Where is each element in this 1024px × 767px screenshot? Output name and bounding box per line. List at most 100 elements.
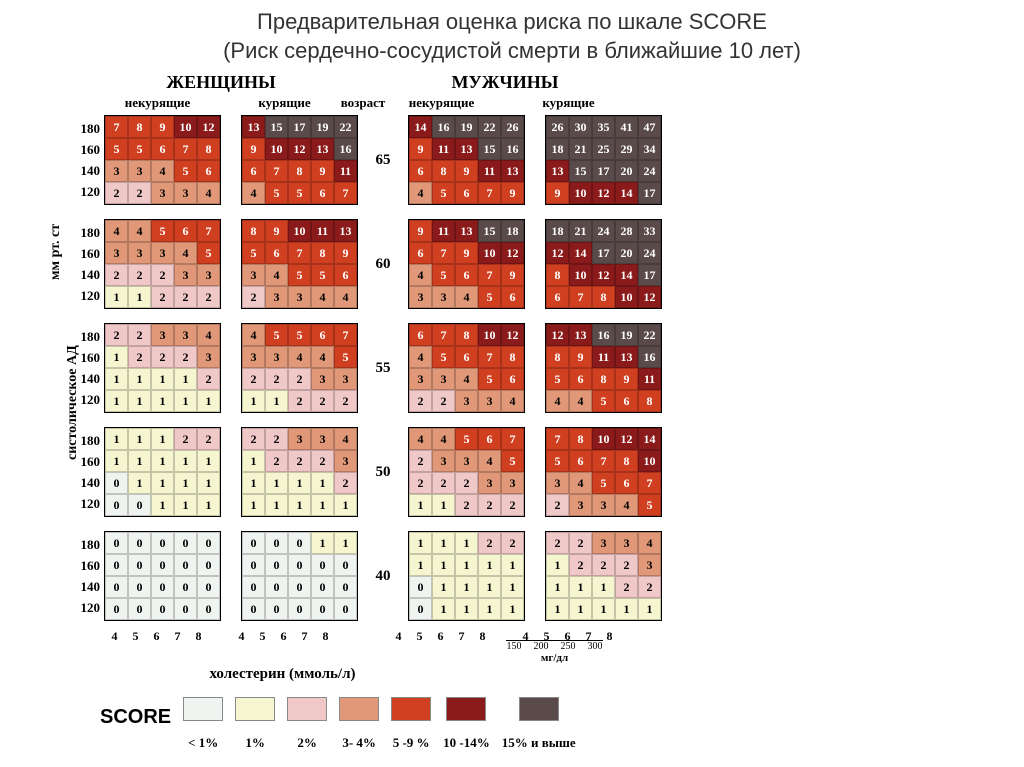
risk-cell: 1 (151, 450, 174, 472)
risk-cell: 2 (197, 368, 220, 390)
risk-cell: 1 (569, 598, 592, 620)
risk-cell: 12 (546, 324, 569, 346)
risk-cell: 2 (265, 450, 288, 472)
risk-cell: 4 (638, 532, 661, 554)
risk-cell: 1 (197, 390, 220, 412)
risk-cell: 7 (592, 450, 615, 472)
risk-cell: 13 (334, 220, 357, 242)
risk-cell: 4 (432, 428, 455, 450)
risk-cell: 11 (432, 220, 455, 242)
risk-cell: 16 (432, 116, 455, 138)
risk-block: 131517192291012131667891145567 (241, 115, 358, 205)
risk-cell: 3 (432, 286, 455, 308)
risk-cell: 1 (128, 450, 151, 472)
risk-cell: 19 (455, 116, 478, 138)
risk-cell: 5 (592, 390, 615, 412)
age-label: 50 (358, 464, 408, 481)
risk-cell: 6 (311, 324, 334, 346)
risk-block: 91113151867910124567933456 (408, 219, 525, 309)
risk-cell: 1 (174, 368, 197, 390)
risk-cell: 1 (265, 390, 288, 412)
risk-cell: 6 (501, 368, 524, 390)
risk-cell: 1 (311, 494, 334, 516)
risk-cell: 6 (615, 390, 638, 412)
risk-cell: 0 (242, 598, 265, 620)
risk-cell: 7 (288, 242, 311, 264)
risk-cell: 2 (128, 182, 151, 204)
risk-cell: 1 (242, 472, 265, 494)
risk-cell: 18 (546, 138, 569, 160)
score-chart: Предварительная оценка риска по шкале SC… (0, 0, 1024, 767)
risk-cell: 0 (288, 532, 311, 554)
risk-cell: 1 (546, 598, 569, 620)
risk-cell: 6 (546, 286, 569, 308)
risk-cell: 0 (288, 576, 311, 598)
risk-cell: 2 (288, 450, 311, 472)
risk-cell: 12 (546, 242, 569, 264)
risk-block: 00011000000000000000 (241, 531, 358, 621)
risk-cell: 6 (455, 264, 478, 286)
risk-cell: 2 (288, 390, 311, 412)
risk-cell: 7 (334, 182, 357, 204)
risk-cell: 9 (501, 264, 524, 286)
risk-cell: 1 (615, 598, 638, 620)
risk-cell: 24 (592, 220, 615, 242)
risk-cell: 1 (242, 450, 265, 472)
risk-cell: 1 (128, 428, 151, 450)
risk-cell: 2 (432, 472, 455, 494)
risk-cell: 0 (242, 576, 265, 598)
risk-cell: 15 (478, 220, 501, 242)
risk-cell: 19 (615, 324, 638, 346)
risk-cell: 2 (334, 472, 357, 494)
risk-cell: 1 (197, 472, 220, 494)
cholesterol-label: холестерин (ммоль/л) (70, 666, 495, 683)
risk-cell: 1 (174, 390, 197, 412)
risk-cell: 5 (242, 242, 265, 264)
risk-cell: 0 (105, 532, 128, 554)
risk-cell: 10 (478, 242, 501, 264)
risk-cell: 0 (128, 576, 151, 598)
risk-cell: 2 (501, 532, 524, 554)
risk-cell: 9 (265, 220, 288, 242)
risk-cell: 35 (592, 116, 615, 138)
legend-swatch (339, 697, 379, 721)
risk-cell: 3 (334, 450, 357, 472)
risk-cell: 0 (151, 554, 174, 576)
risk-cell: 1 (242, 390, 265, 412)
risk-cell: 3 (592, 494, 615, 516)
risk-cell: 16 (501, 138, 524, 160)
risk-cell: 25 (592, 138, 615, 160)
legend-swatch (446, 697, 486, 721)
risk-cell: 5 (455, 428, 478, 450)
risk-cell: 6 (334, 264, 357, 286)
risk-cell: 4 (334, 428, 357, 450)
risk-cell: 0 (151, 598, 174, 620)
risk-cell: 3 (409, 368, 432, 390)
age-group-60: 1801601401204456733345222331122289101113… (70, 219, 990, 309)
risk-cell: 4 (455, 286, 478, 308)
risk-cell: 2 (455, 472, 478, 494)
risk-cell: 2 (615, 554, 638, 576)
risk-cell: 6 (197, 160, 220, 182)
risk-cell: 5 (128, 138, 151, 160)
risk-cell: 1 (478, 598, 501, 620)
risk-cell: 8 (569, 428, 592, 450)
chart-title: Предварительная оценка риска по шкале SC… (0, 0, 1024, 65)
risk-cell: 1 (432, 576, 455, 598)
risk-cell: 1 (546, 554, 569, 576)
risk-cell: 9 (546, 182, 569, 204)
risk-cell: 1 (128, 472, 151, 494)
risk-cell: 0 (105, 554, 128, 576)
risk-cell: 6 (409, 160, 432, 182)
risk-cell: 2 (265, 368, 288, 390)
risk-cell: 11 (478, 160, 501, 182)
bp-labels: 180160140120 (70, 118, 104, 202)
risk-cell: 3 (615, 532, 638, 554)
risk-cell: 5 (311, 264, 334, 286)
risk-cell: 1 (311, 472, 334, 494)
risk-cell: 1 (174, 472, 197, 494)
risk-cell: 4 (569, 390, 592, 412)
risk-cell: 4 (242, 324, 265, 346)
risk-cell: 5 (288, 264, 311, 286)
risk-cell: 0 (105, 472, 128, 494)
